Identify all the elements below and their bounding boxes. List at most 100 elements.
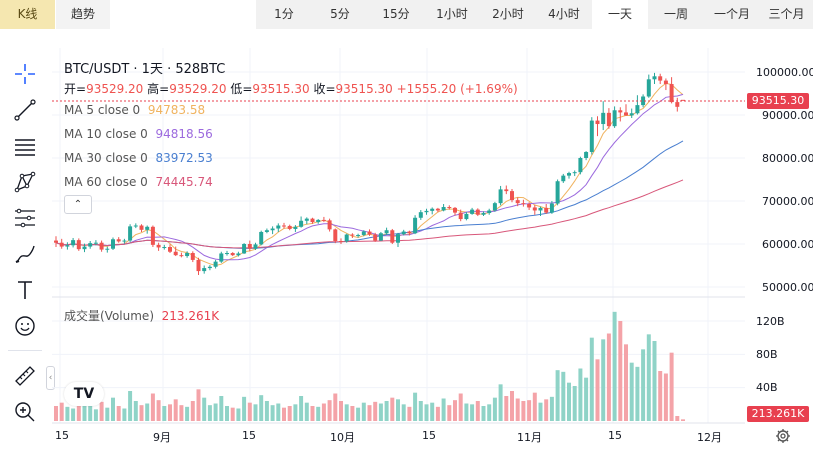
interval-2h[interactable]: 2小时 (492, 7, 524, 21)
pattern-tool[interactable] (10, 168, 40, 196)
candle-body (122, 240, 127, 242)
volume-bar (276, 403, 281, 421)
candle-body (549, 203, 554, 213)
volume-tick: 40B (756, 381, 778, 394)
ma60-legend: MA 60 close 0 74445.74 (64, 175, 213, 189)
ruler-tool[interactable] (10, 362, 40, 390)
candle-body (498, 189, 503, 204)
volume-bar (150, 393, 155, 421)
volume-bar (584, 377, 589, 421)
ruler-icon (15, 366, 35, 386)
text-tool[interactable] (10, 276, 40, 304)
price-tick: 70000.00 (762, 195, 813, 208)
volume-bar (618, 321, 623, 421)
ma30-label: MA 30 close 0 (64, 151, 148, 165)
volume-bar (487, 404, 492, 421)
volume-bar (344, 404, 349, 421)
volume-bar (202, 397, 207, 421)
candle-body (418, 212, 423, 218)
interval-1d[interactable]: 一天 (592, 0, 648, 29)
brush-tool[interactable] (10, 240, 40, 268)
brush-icon (15, 245, 35, 263)
candle-body (487, 210, 492, 214)
interval-4h[interactable]: 4小时 (548, 7, 580, 21)
volume-bar (185, 406, 190, 421)
volume-bar (361, 402, 366, 421)
volume-bar (629, 362, 634, 421)
candle-body (675, 102, 680, 107)
trend-line-icon (14, 99, 36, 121)
candle-body (384, 230, 389, 234)
crosshair-tool[interactable] (10, 60, 40, 88)
price-tick: 90000.00 (762, 109, 813, 122)
interval-1mo[interactable]: 一个月 (713, 7, 750, 21)
candle-body (156, 244, 161, 248)
candle-body (236, 253, 241, 256)
candle-body (464, 213, 469, 220)
candle-body (88, 243, 93, 247)
zoom-in-icon (15, 402, 35, 422)
candle-body (356, 234, 361, 236)
candle-body (93, 242, 98, 244)
toolbar-collapse-handle[interactable]: ‹ (46, 366, 55, 390)
volume-bar (122, 408, 127, 421)
candle-body (76, 240, 81, 250)
volume-bar (264, 401, 269, 421)
candle-body (470, 209, 475, 214)
volume-bar (236, 408, 241, 421)
fib-tool[interactable] (10, 204, 40, 232)
interval-5m[interactable]: 5分 (330, 7, 350, 21)
pattern-icon (14, 171, 36, 193)
emoji-tool[interactable] (10, 312, 40, 340)
volume-bar (367, 405, 372, 421)
interval-1w[interactable]: 一周 (663, 7, 688, 21)
candle-body (532, 207, 537, 211)
high-value: 93529.20 (169, 82, 227, 96)
candle-body (111, 239, 115, 249)
volume-bar (253, 404, 258, 421)
interval-1h[interactable]: 1小时 (436, 7, 468, 21)
candle-body (635, 105, 640, 114)
volume-bar (213, 403, 218, 421)
ma30-value: 83972.53 (155, 151, 213, 165)
volume-bar (327, 400, 332, 421)
interval-3mo[interactable]: 三个月 (768, 7, 805, 21)
volume-bar (595, 359, 600, 421)
volume-bar (282, 407, 286, 421)
volume-tick: 120B (756, 315, 785, 328)
legend-collapse-button[interactable]: ⌃ (64, 195, 92, 214)
volume-bar (179, 405, 184, 421)
toolbar-divider (8, 350, 42, 351)
candle-body (544, 207, 549, 213)
tab-trend[interactable]: 趋势 (56, 0, 110, 29)
price-tick: 80000.00 (762, 152, 813, 165)
horizontal-lines-tool[interactable] (10, 132, 40, 160)
interval-1m[interactable]: 1分 (274, 7, 294, 21)
candle-body (202, 268, 207, 272)
volume-bar (128, 391, 133, 421)
volume-bar (111, 397, 115, 421)
trend-line-tool[interactable] (10, 96, 40, 124)
interval-15m[interactable]: 15分 (382, 7, 410, 21)
volume-bar (356, 407, 361, 421)
volume-bar (82, 404, 87, 421)
candle-body (601, 112, 606, 125)
volume-bar (567, 382, 571, 421)
volume-bar (139, 405, 144, 421)
volume-bar (413, 392, 418, 421)
zoom-in-tool[interactable] (10, 398, 40, 426)
candle-body (595, 120, 600, 125)
volume-bar (299, 396, 304, 421)
price-tick: 60000.00 (762, 238, 813, 251)
volume-bar (373, 401, 378, 421)
gear-icon[interactable] (775, 428, 791, 444)
candle-body (207, 266, 212, 269)
volume-label: 成交量(Volume) (64, 309, 154, 323)
tab-kline[interactable]: K线 (0, 0, 55, 29)
volume-bar (612, 311, 617, 421)
candle-body (344, 234, 349, 242)
volume-bar (207, 405, 212, 421)
emoji-icon (15, 316, 35, 336)
volume-bar (481, 406, 486, 421)
